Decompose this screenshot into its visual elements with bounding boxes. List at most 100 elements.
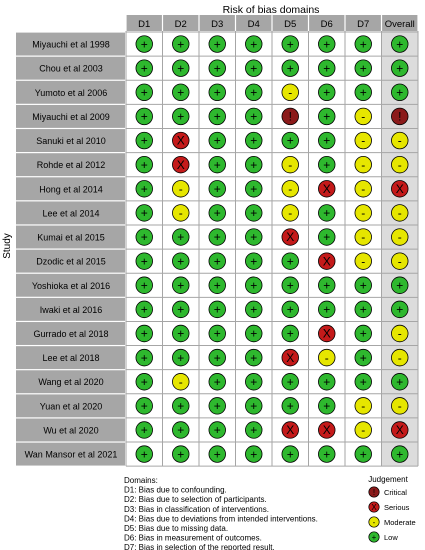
judgement-symbol: X <box>177 158 185 172</box>
judgement-symbol: + <box>214 37 221 51</box>
judgement-symbol: + <box>141 303 148 317</box>
judgement-symbol: - <box>325 351 329 365</box>
study-label-cell <box>16 56 125 80</box>
judgement-low-sanuki-et-al-2010-d5: + <box>281 131 299 150</box>
judgement-marker <box>354 252 372 270</box>
judgement-marker <box>354 276 372 294</box>
study-label-cell <box>16 394 125 418</box>
judgement-marker <box>318 131 336 150</box>
header-cell-d7 <box>345 15 381 31</box>
judgement-marker <box>135 180 153 198</box>
judgement-symbol: + <box>323 61 330 75</box>
judgement-symbol: - <box>361 254 365 268</box>
judgement-symbol: + <box>214 230 221 244</box>
judgement-marker <box>391 83 409 102</box>
column-label-d1: D1 <box>138 19 150 30</box>
judgement-marker <box>354 228 372 246</box>
legend-label-low: Low <box>384 533 398 542</box>
judgement-symbol: + <box>214 110 221 124</box>
judgement-symbol: + <box>214 278 221 292</box>
judgement-moderate-lee-et-al-2014-d5: - <box>281 204 299 222</box>
judgement-symbol: + <box>250 86 257 100</box>
judgement-marker <box>208 59 226 77</box>
judgement-marker <box>245 59 263 77</box>
judgement-marker <box>208 252 226 270</box>
legend-symbol-critical: ! <box>373 488 375 497</box>
judgement-low-yuan-et-al-2020-d6: + <box>318 397 336 415</box>
judgement-low-wan-mansor-et-al-2021-d7: + <box>354 445 372 463</box>
judgement-serious-dzodic-et-al-2015-d6: X <box>318 252 336 270</box>
judgement-marker <box>281 276 299 294</box>
judgement-symbol: + <box>141 351 148 365</box>
judgement-marker <box>354 300 372 319</box>
judgement-critical-miyauchi-et-al-2009-d5: ! <box>281 107 299 126</box>
judgement-low-sanuki-et-al-2010-d6: + <box>318 131 336 150</box>
judgement-low-wan-mansor-et-al-2021-d2: + <box>172 445 190 463</box>
judgement-low-sanuki-et-al-2010-d1: + <box>135 131 153 150</box>
judgement-low-lee-et-al-2014-d3: + <box>208 204 226 222</box>
judgement-symbol: + <box>214 206 221 220</box>
judgement-marker <box>208 324 226 343</box>
judgement-symbol: X <box>396 182 404 196</box>
domain-description: D3: Bias in classification of interventi… <box>124 505 269 514</box>
judgement-symbol: + <box>250 206 257 220</box>
judgement-symbol: - <box>398 399 402 413</box>
judgement-symbol: - <box>361 399 365 413</box>
judgement-moderate-yumoto-et-al-2006-d5: - <box>281 83 299 102</box>
judgement-low-wang-et-al-2020-overall: + <box>391 373 409 391</box>
study-label-cell <box>16 201 125 225</box>
study-label-cell <box>16 32 125 56</box>
judgement-low-dzodic-et-al-2015-d2: + <box>172 252 190 270</box>
judgement-low-wan-mansor-et-al-2021-d5: + <box>281 445 299 463</box>
judgement-marker <box>391 300 409 319</box>
judgement-low-wu-et-al-2020-d1: + <box>135 421 153 439</box>
judgement-symbol: + <box>396 61 403 75</box>
judgement-symbol: + <box>177 399 184 413</box>
judgement-marker <box>391 155 409 174</box>
judgement-marker <box>172 59 190 77</box>
judgement-symbol: + <box>396 278 403 292</box>
judgement-symbol: - <box>398 230 402 244</box>
judgement-symbol: X <box>286 230 294 244</box>
judgement-marker <box>318 180 336 198</box>
judgement-marker <box>245 300 263 319</box>
judgement-marker <box>245 348 263 367</box>
judgement-low-yuan-et-al-2020-d4: + <box>245 397 263 415</box>
judgement-low-yumoto-et-al-2006-d2: + <box>172 83 190 102</box>
judgement-symbol: + <box>177 254 184 268</box>
judgement-marker <box>318 35 336 53</box>
judgement-low-dzodic-et-al-2015-d1: + <box>135 252 153 270</box>
judgement-symbol: + <box>177 110 184 124</box>
column-label-d4: D4 <box>248 19 260 30</box>
judgement-marker <box>354 131 372 150</box>
judgement-marker <box>135 131 153 150</box>
judgement-marker <box>208 204 226 222</box>
judgement-low-miyauchi-et-al-1998-d3: + <box>208 35 226 53</box>
judgement-symbol: + <box>141 134 148 148</box>
judgement-marker <box>318 252 336 270</box>
judgement-low-iwaki-et-al-2016-d3: + <box>208 300 226 319</box>
judgement-symbol: + <box>250 254 257 268</box>
judgement-low-miyauchi-et-al-2009-d1: + <box>135 107 153 126</box>
judgement-marker <box>208 445 226 463</box>
judgement-symbol: + <box>177 230 184 244</box>
judgement-symbol: - <box>361 158 365 172</box>
judgement-serious-lee-et-al-2018-d5: X <box>281 348 299 367</box>
judgement-marker <box>208 373 226 391</box>
judgement-symbol: + <box>141 158 148 172</box>
judgement-low-hong-et-al-2014-d1: + <box>135 180 153 198</box>
chart-title: Risk of bias domains <box>223 4 320 16</box>
legend-label-serious: Serious <box>384 503 410 512</box>
header-cell-d2 <box>163 15 199 31</box>
judgement-marker <box>281 59 299 77</box>
judgement-low-wu-et-al-2020-d2: + <box>172 421 190 439</box>
judgement-low-dzodic-et-al-2015-d4: + <box>245 252 263 270</box>
judgement-low-lee-et-al-2014-d1: + <box>135 204 153 222</box>
judgement-marker <box>208 107 226 126</box>
judgement-marker <box>354 204 372 222</box>
study-label-cell <box>16 104 125 128</box>
judgement-low-wan-mansor-et-al-2021-d3: + <box>208 445 226 463</box>
judgement-low-kumai-et-al-2015-d4: + <box>245 228 263 246</box>
judgement-symbol: - <box>179 206 183 220</box>
judgement-symbol: + <box>250 375 257 389</box>
